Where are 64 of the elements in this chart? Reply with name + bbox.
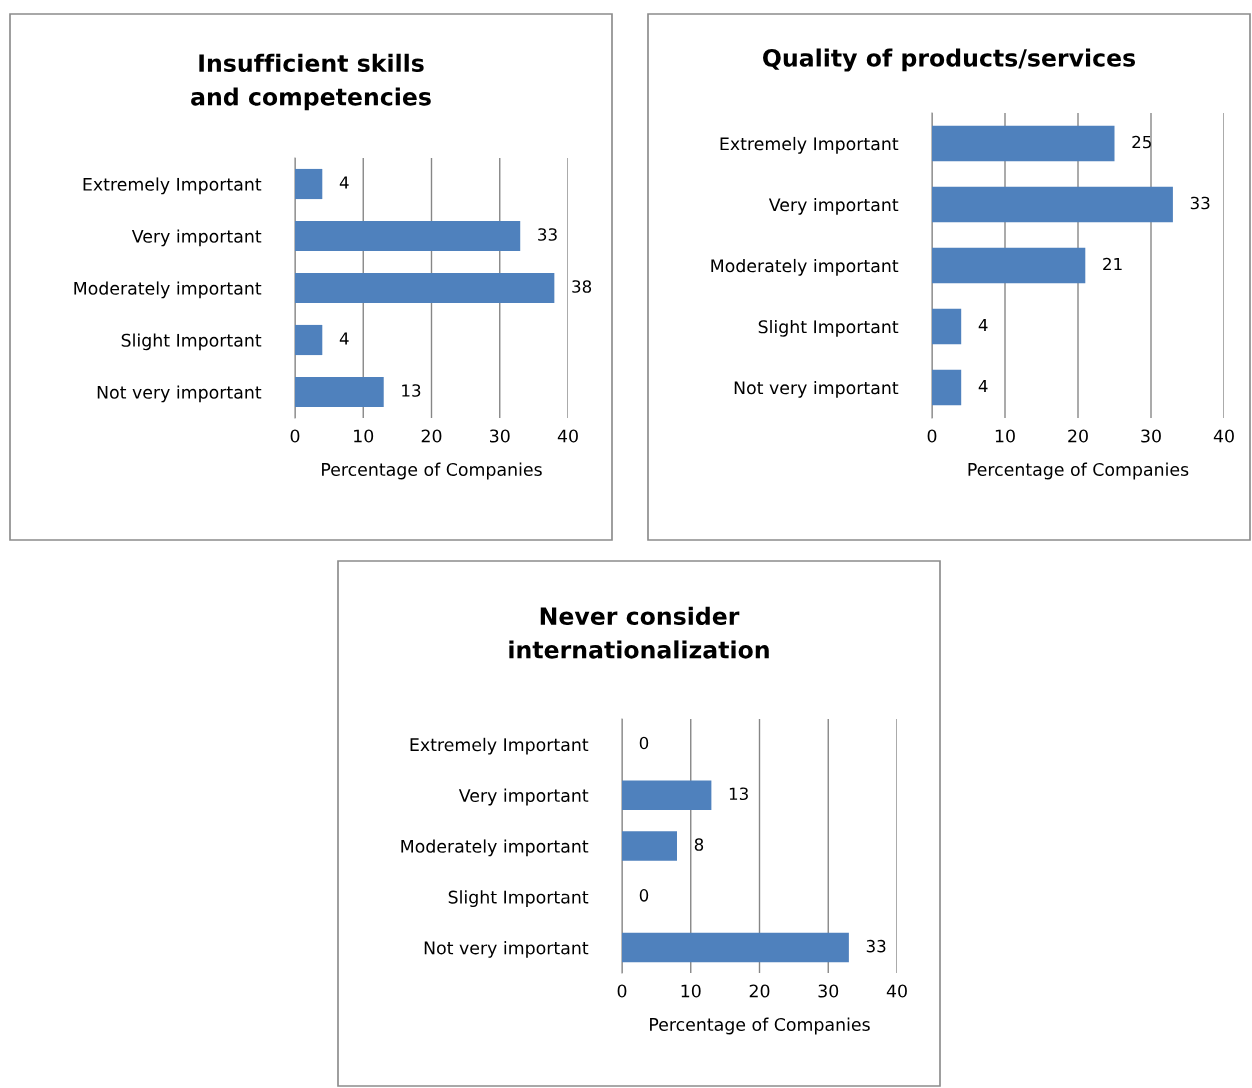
chart-title: Insufficient skills and competencies (191, 53, 431, 111)
data-label: 33 (538, 228, 557, 241)
y-tick-label: Very important (768, 197, 899, 215)
bar (295, 324, 323, 356)
x-tick-label: 10 (354, 429, 374, 443)
x-tick-label: 40 (1213, 429, 1234, 443)
y-tick-label: Slight Important (121, 333, 262, 351)
data-label: 4 (339, 332, 349, 345)
x-tick-label: 0 (927, 429, 937, 443)
x-tick-label: 10 (681, 984, 701, 998)
x-tick-label: 30 (490, 429, 510, 443)
bar (622, 831, 677, 861)
x-axis-title: Percentage of Companies (322, 462, 542, 480)
bar (622, 780, 712, 810)
x-tick-label: 20 (749, 984, 770, 998)
bar (295, 220, 521, 252)
data-label: 4 (978, 318, 988, 332)
x-tick-label: 40 (557, 429, 578, 443)
data-label: 0 (639, 889, 649, 902)
data-label: 8 (694, 838, 704, 851)
bar (295, 168, 323, 200)
bar (932, 125, 1115, 162)
data-label: 0 (639, 736, 649, 750)
x-axis-title: Percentage of Companies (650, 1017, 870, 1035)
y-tick-label: Extremely Important (720, 136, 899, 154)
bar (295, 272, 555, 304)
y-tick-label: Slight Important (758, 319, 899, 337)
data-label: 38 (572, 280, 592, 293)
data-label: 21 (1103, 257, 1122, 271)
y-tick-label: Moderately important (74, 281, 262, 299)
y-tick-label: Very important (458, 788, 589, 806)
data-label: 13 (402, 384, 421, 397)
chart-title: Never consider internationalization (509, 606, 769, 659)
data-label: 33 (1190, 196, 1210, 210)
x-tick-label: 10 (995, 429, 1015, 443)
y-tick-label: Moderately important (401, 839, 589, 857)
bar (932, 369, 962, 406)
data-label: 13 (729, 787, 748, 801)
x-tick-label: 30 (1141, 429, 1161, 443)
x-tick-label: 40 (886, 984, 907, 998)
y-tick-label: Extremely Important (410, 737, 589, 755)
chart-title: Quality of products/services (763, 48, 1136, 72)
x-tick-label: 30 (818, 984, 839, 998)
bar (932, 308, 962, 345)
y-tick-label: Slight Important (448, 890, 589, 908)
bar (295, 376, 384, 408)
x-tick-label: 0 (290, 429, 300, 443)
bar (622, 932, 849, 963)
y-tick-label: Not very important (97, 385, 262, 403)
data-label: 4 (339, 176, 349, 189)
y-tick-label: Not very important (424, 941, 589, 958)
y-tick-label: Very important (131, 229, 262, 247)
bar (932, 186, 1173, 223)
data-label: 33 (866, 939, 886, 953)
y-tick-label: Not very important (734, 380, 899, 398)
y-tick-label: Moderately important (711, 258, 899, 276)
x-tick-label: 20 (1068, 429, 1088, 443)
y-tick-label: Extremely Important (83, 177, 262, 195)
data-label: 4 (978, 379, 988, 393)
bar (932, 247, 1086, 284)
x-tick-label: 20 (421, 429, 442, 443)
x-axis-title: Percentage of Companies (968, 462, 1189, 480)
data-label: 25 (1132, 135, 1151, 149)
x-tick-label: 0 (617, 984, 627, 998)
